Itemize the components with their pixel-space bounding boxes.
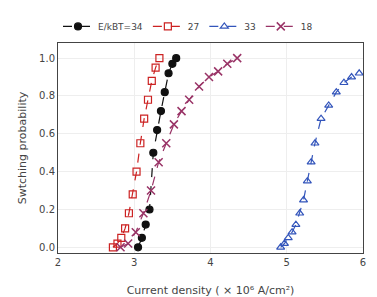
svg-text:18: 18 [301,22,313,32]
svg-text:33: 33 [244,22,255,32]
svg-text:Current density ( × 10⁶ A/cm²): Current density ( × 10⁶ A/cm²) [127,284,295,297]
svg-text:0.8: 0.8 [39,90,55,101]
svg-text:27: 27 [188,22,199,32]
svg-text:2: 2 [55,257,61,268]
svg-text:0.2: 0.2 [39,204,55,215]
svg-text:0.6: 0.6 [39,128,55,139]
svg-text:6: 6 [360,257,366,268]
svg-text:Swtching probability: Swtching probability [16,91,29,204]
svg-text:1.0: 1.0 [39,53,55,64]
svg-text:0.4: 0.4 [39,166,55,177]
svg-text:3: 3 [131,257,137,268]
svg-text:E/kBT=34: E/kBT=34 [98,22,143,32]
svg-text:4: 4 [207,257,213,268]
svg-text:0.0: 0.0 [39,242,55,253]
svg-text:5: 5 [284,257,290,268]
